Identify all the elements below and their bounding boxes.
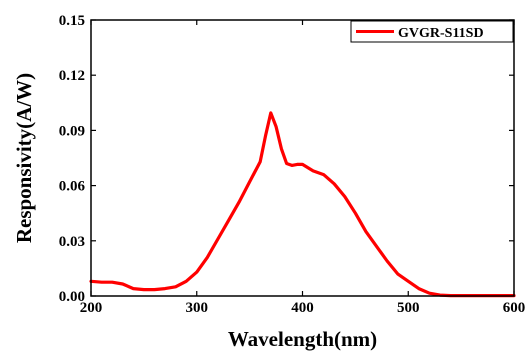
series-layer <box>89 111 516 298</box>
x-tick-label-200: 200 <box>80 300 103 316</box>
x-tick-label-300: 300 <box>186 300 209 316</box>
x-tick-label-400: 400 <box>291 300 314 316</box>
x-tick-label-500: 500 <box>397 300 420 316</box>
y-tick-label-0.03: 0.03 <box>59 234 85 250</box>
y-tick-label-0.12: 0.12 <box>59 68 85 84</box>
x-axis-title: Wavelength(nm) <box>228 327 377 351</box>
y-tick-label-0.06: 0.06 <box>59 179 86 195</box>
x-tick-label-600: 600 <box>503 300 526 316</box>
y-tick-label-0.15: 0.15 <box>59 13 85 29</box>
plot-frame <box>90 19 515 297</box>
ticks-layer: 200 300 400 500 600 0.00 0.03 0.06 0.09 0.12 0.15 <box>59 13 526 316</box>
series-line-0 <box>89 111 516 298</box>
legend-box <box>350 20 514 43</box>
y-axis-title: Responsivity(A/W) <box>12 73 36 243</box>
legend: GVGR-S11SD <box>350 20 514 43</box>
y-tick-label-0.00: 0.00 <box>59 289 85 305</box>
y-tick-label-0.09: 0.09 <box>59 123 85 139</box>
legend-label-gvgr-s11sd: GVGR-S11SD <box>398 26 484 41</box>
